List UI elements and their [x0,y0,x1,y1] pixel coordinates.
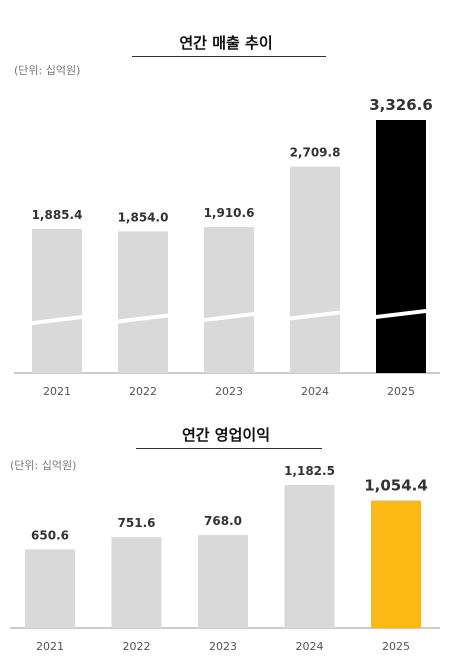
x-tick-label: 2022 [123,640,151,653]
x-tick-label: 2021 [36,640,64,653]
title-underline [136,448,322,449]
bar-2021 [32,229,82,373]
operating-profit-chart: 연간 영업이익 (단위: 십억원) 650.6 2021 751.6 2022 768.… [0,412,452,662]
value-label: 1,854.0 [118,210,169,224]
bar-2022 [111,537,162,628]
value-label: 3,326.6 [369,96,433,114]
bar-2023 [204,227,254,373]
axis-break-mark [32,315,82,325]
value-label: 650.6 [31,528,69,542]
x-tick-label: 2021 [43,385,71,398]
x-tick-label: 2025 [387,385,415,398]
bar-2024 [290,166,340,373]
revenue-bar-chart: 1,885.4 2021 1,854.0 2022 1,910.6 2023 2,709.8… [14,96,440,398]
value-label: 1,885.4 [32,208,83,222]
bar-2023 [198,535,248,628]
value-label: 1,182.5 [284,464,335,478]
x-tick-label: 2023 [215,385,243,398]
x-tick-label: 2025 [382,640,410,653]
x-tick-label: 2024 [296,640,324,653]
unit-label: (단위: 십억원) [10,459,77,472]
value-label: 768.0 [204,514,242,528]
axis-break-mark [290,310,340,321]
axis-break-mark [118,313,168,324]
bar-2022 [118,231,168,373]
x-tick-label: 2023 [209,640,237,653]
x-tick-label: 2024 [301,385,329,398]
bar-2024 [284,485,335,628]
value-label: 751.6 [118,516,156,530]
operating-profit-bar-chart: 650.6 2021 751.6 2022 768.0 2023 1,182.5 2024 1,… [10,464,440,653]
bar-2025 [376,120,426,373]
unit-label: (단위: 십억원) [14,64,81,77]
value-label: 1,910.6 [204,206,255,220]
bar-2025 [371,500,421,628]
axis-break-mark [376,309,426,319]
chart-title: 연간 영업이익 [181,426,271,444]
bar-2021 [25,549,75,628]
chart-title: 연간 매출 추이 [179,34,273,52]
value-label: 2,709.8 [290,146,341,160]
title-underline [132,56,326,57]
value-label: 1,054.4 [364,476,428,494]
revenue-chart: 연간 매출 추이 (단위: 십억원) 1,885.4 2021 1,854.0 202… [14,34,440,398]
axis-break-mark [204,312,254,322]
x-tick-label: 2022 [129,385,157,398]
